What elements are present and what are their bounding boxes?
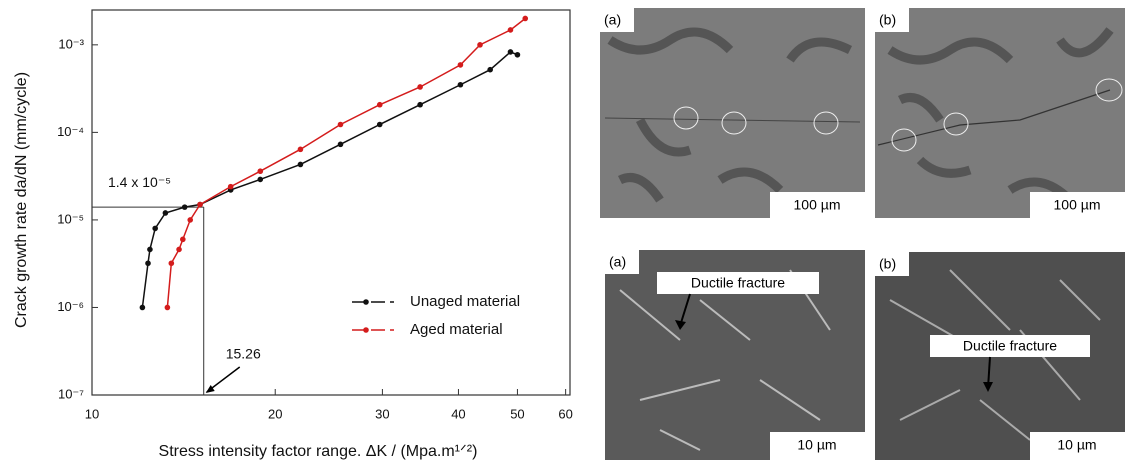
label-box <box>600 8 634 32</box>
data-point <box>180 236 186 243</box>
micrograph-b-top: (b) 100 µm <box>875 8 1125 218</box>
data-point <box>477 42 483 48</box>
data-point <box>507 27 514 33</box>
chart: Crack growth rate da/dN (mm/cycle) Stres… <box>13 9 573 460</box>
texture <box>887 27 1114 204</box>
circle <box>813 111 839 135</box>
data-point <box>376 121 383 128</box>
y-tick-label: 10⁻⁶ <box>57 299 84 314</box>
circle <box>721 111 747 135</box>
legend-marker <box>363 299 369 305</box>
label-box <box>657 272 819 294</box>
label-box <box>770 432 865 460</box>
data-point <box>297 161 304 168</box>
circle <box>891 128 917 152</box>
label-box <box>1030 192 1125 218</box>
micrograph-b-bottom: (b) Ductile fracture 10 µm <box>875 252 1125 460</box>
arrow-head <box>675 320 686 330</box>
x-tick-label: 50 <box>510 406 524 421</box>
data-point <box>147 246 153 253</box>
micrograph-a-bottom: (a) Ductile fracture 10 µm <box>605 250 865 460</box>
data-point <box>417 84 423 90</box>
scale-bar-label: 100 µm <box>1054 197 1101 213</box>
arrow-head <box>983 382 993 392</box>
arrow <box>679 293 691 327</box>
label-box <box>875 252 909 276</box>
data-point <box>337 121 344 128</box>
texture <box>607 27 853 203</box>
panel-label: (a) <box>609 254 626 270</box>
y-tick-label: 10⁻³ <box>58 36 84 51</box>
data-point <box>162 210 169 216</box>
label-box <box>875 8 909 32</box>
data-point <box>176 246 182 253</box>
data-point <box>257 168 264 175</box>
data-point <box>522 15 529 22</box>
x-tick-label: 20 <box>268 406 282 421</box>
legend-label: Aged material <box>410 321 503 338</box>
annotation: Ductile fracture <box>963 338 1057 354</box>
legend-marker <box>363 327 369 333</box>
data-point <box>181 204 188 210</box>
texture <box>619 269 831 451</box>
data-point <box>487 66 493 73</box>
series-line <box>141 51 518 308</box>
label-box <box>605 250 639 274</box>
data-point <box>168 260 175 267</box>
scale-bar-label: 100 µm <box>794 197 841 213</box>
plot-frame <box>91 9 571 396</box>
data-point <box>457 62 464 68</box>
annotation: 1.4 x 10⁻⁵ <box>108 174 171 190</box>
data-point <box>457 81 464 88</box>
series-line <box>166 17 526 308</box>
annotation: Ductile fracture <box>691 275 785 291</box>
x-tick-label: 30 <box>375 406 389 421</box>
crack <box>604 117 861 123</box>
label-box <box>770 192 865 218</box>
x-tick-label: 40 <box>451 406 465 421</box>
panel-label: (b) <box>879 12 896 28</box>
data-point <box>514 51 521 58</box>
circle <box>1095 78 1123 102</box>
x-tick-label: 10 <box>85 406 99 421</box>
data-point <box>164 304 171 311</box>
data-point <box>187 217 194 223</box>
y-tick-label: 10⁻⁴ <box>57 124 84 139</box>
data-point <box>507 49 514 55</box>
image <box>875 8 1125 218</box>
circle <box>943 112 969 136</box>
data-point <box>145 260 151 267</box>
data-point <box>257 176 264 183</box>
scale-bar-label: 10 µm <box>1057 437 1096 453</box>
data-point <box>337 141 344 148</box>
y-axis-title: Crack growth rate da/dN (mm/cycle) <box>13 72 30 328</box>
texture <box>889 269 1101 441</box>
data-point <box>197 201 203 208</box>
data-point <box>297 146 304 153</box>
scale-bar-label: 10 µm <box>797 437 836 453</box>
y-tick-label: 10⁻⁷ <box>58 386 84 401</box>
data-point <box>376 101 383 108</box>
x-axis-title: Stress intensity factor range. ΔK / (Mpa… <box>159 443 478 460</box>
data-point <box>417 101 423 108</box>
data-point <box>152 225 158 232</box>
crack <box>877 89 1111 146</box>
label-box <box>930 335 1090 357</box>
panel-label: (b) <box>879 256 896 272</box>
annotation: 15.26 <box>226 346 261 362</box>
micrograph-a-top: (a) 100 µm <box>600 8 865 218</box>
annotation-arrow-head <box>205 385 215 393</box>
data-point <box>227 183 234 190</box>
x-tick-label: 60 <box>558 406 572 421</box>
legend-label: Unaged material <box>410 293 520 310</box>
data-point <box>139 304 146 311</box>
circle <box>673 106 699 130</box>
panel-label: (a) <box>604 12 621 28</box>
label-box <box>1030 432 1125 460</box>
y-tick-label: 10⁻⁵ <box>57 211 84 226</box>
